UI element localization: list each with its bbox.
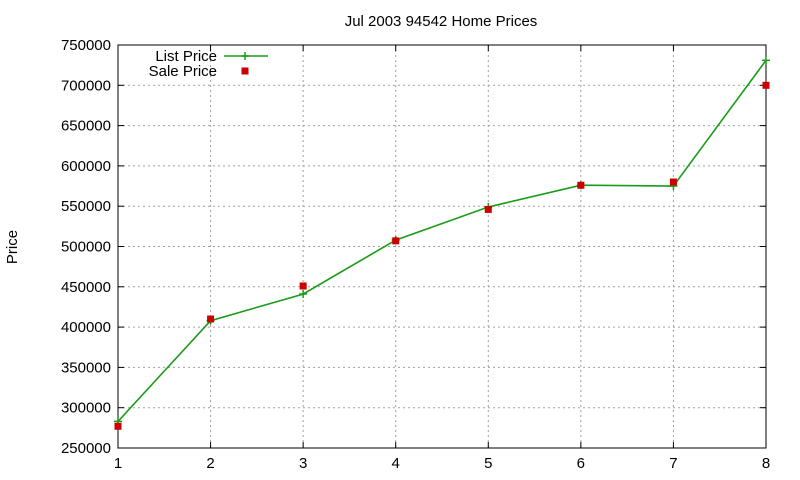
y-axis-label: Price — [4, 230, 21, 264]
grid — [118, 45, 766, 448]
y-tick-label: 500000 — [61, 239, 111, 256]
legend-marker-sale-price — [241, 67, 249, 75]
data-point-sale-price — [669, 178, 677, 186]
legend-marker-list-price — [241, 52, 249, 60]
x-tick-label: 4 — [392, 455, 400, 472]
data-point-sale-price — [114, 422, 122, 430]
series-layer — [114, 56, 770, 430]
data-point-sale-price — [299, 282, 307, 290]
data-point-list-price — [762, 56, 770, 65]
legend-label-sale-price: Sale Price — [149, 63, 217, 80]
data-point-sale-price — [577, 181, 585, 189]
x-tick-label: 7 — [669, 455, 677, 472]
data-point-sale-price — [762, 81, 770, 89]
y-tick-label: 450000 — [61, 279, 111, 296]
data-point-list-price — [299, 290, 308, 299]
x-tick-label: 3 — [299, 455, 307, 472]
y-tick-label: 350000 — [61, 359, 111, 376]
y-tick-label: 250000 — [61, 440, 111, 457]
chart-title: Jul 2003 94542 Home Prices — [345, 13, 538, 30]
y-tick-label: 650000 — [61, 118, 111, 135]
y-tick-label: 700000 — [61, 77, 111, 94]
y-tick-label: 750000 — [61, 37, 111, 54]
data-point-sale-price — [207, 315, 215, 323]
x-tick-label: 8 — [762, 455, 770, 472]
y-tick-label: 550000 — [61, 198, 111, 215]
data-point-sale-price — [392, 237, 400, 245]
x-tick-label: 5 — [484, 455, 492, 472]
legend-label-list-price: List Price — [155, 48, 217, 65]
data-point-sale-price — [484, 205, 492, 213]
axis-ticks: 250000 300000 350000 400000 450000 500000 5500… — [61, 37, 770, 472]
x-tick-label: 1 — [114, 455, 122, 472]
x-tick-label: 2 — [206, 455, 214, 472]
legend: List Price Sale Price — [149, 48, 268, 80]
x-tick-label: 6 — [577, 455, 585, 472]
y-tick-label: 300000 — [61, 400, 111, 417]
y-tick-label: 400000 — [61, 319, 111, 336]
series-line-list-price — [117, 59, 767, 422]
y-tick-label: 600000 — [61, 158, 111, 175]
